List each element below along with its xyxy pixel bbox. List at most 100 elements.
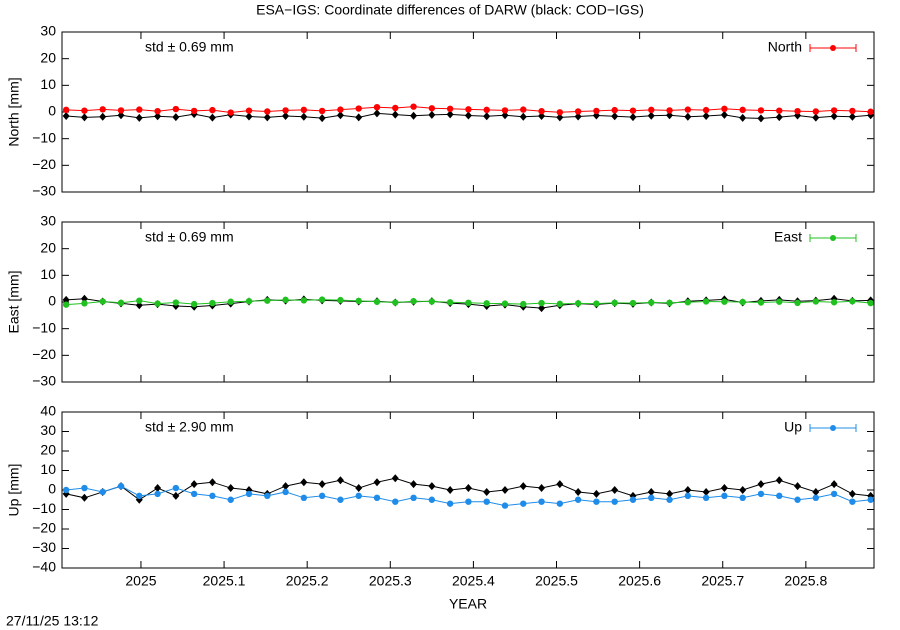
y-tick-label: 10 xyxy=(40,266,56,282)
data-point xyxy=(336,476,344,485)
data-point xyxy=(739,113,747,122)
data-point xyxy=(428,496,436,503)
data-point xyxy=(117,299,125,306)
data-point xyxy=(794,482,802,491)
data-point xyxy=(227,109,234,116)
data-point xyxy=(611,112,619,121)
data-point xyxy=(62,106,70,114)
data-point xyxy=(647,111,655,120)
data-point xyxy=(227,484,235,493)
data-point xyxy=(794,108,801,115)
data-point xyxy=(574,108,582,115)
y-tick-label: −10 xyxy=(32,319,56,335)
data-point xyxy=(282,296,289,304)
data-point xyxy=(428,298,436,305)
data-point xyxy=(629,107,637,114)
data-point xyxy=(62,301,70,308)
data-point xyxy=(81,107,88,114)
data-point xyxy=(593,300,600,307)
annotation: std ± 0.69 mm xyxy=(145,39,234,55)
data-point xyxy=(81,300,88,307)
data-point xyxy=(483,487,491,496)
data-point xyxy=(648,299,655,306)
data-point xyxy=(501,486,509,494)
data-point xyxy=(520,500,527,507)
data-point xyxy=(538,112,546,120)
data-point xyxy=(446,105,454,113)
y-tick-label: −30 xyxy=(32,373,56,389)
data-point xyxy=(410,103,417,110)
y-tick-label: −10 xyxy=(32,500,56,516)
y-tick-label: 40 xyxy=(40,403,56,419)
plot-frame xyxy=(61,221,875,383)
data-point xyxy=(501,502,509,509)
data-point xyxy=(812,113,820,122)
data-point xyxy=(337,106,344,113)
data-point xyxy=(593,107,600,115)
data-point xyxy=(446,110,454,119)
data-point xyxy=(465,299,472,306)
data-point xyxy=(611,486,619,494)
data-point xyxy=(739,494,746,501)
data-point xyxy=(99,298,106,305)
data-point xyxy=(684,106,692,113)
data-point xyxy=(720,484,728,493)
data-point xyxy=(520,106,527,113)
data-point xyxy=(154,484,162,493)
data-point xyxy=(410,298,417,305)
data-point xyxy=(99,106,106,113)
data-point xyxy=(666,299,673,306)
data-point xyxy=(666,111,674,120)
chart-title: ESA−IGS: Coordinate differences of DARW … xyxy=(256,2,644,18)
data-point xyxy=(684,112,692,121)
data-point xyxy=(574,300,582,307)
data-point xyxy=(428,105,436,112)
x-tick-label: 2025 xyxy=(125,573,156,589)
y-tick-label: 20 xyxy=(40,49,56,65)
data-point xyxy=(593,498,600,505)
data-point xyxy=(483,112,491,121)
data-point xyxy=(757,114,765,123)
data-point xyxy=(849,107,856,115)
x-tick-label: 2025.2 xyxy=(286,573,329,589)
data-point xyxy=(556,300,564,308)
data-point xyxy=(684,486,692,494)
data-point xyxy=(282,107,289,114)
data-point xyxy=(776,492,783,500)
data-point xyxy=(629,299,637,307)
data-point xyxy=(135,113,143,122)
data-point xyxy=(392,498,399,505)
data-point xyxy=(446,500,454,507)
data-point xyxy=(611,106,618,114)
annotation: std ± 2.90 mm xyxy=(145,419,234,435)
data-point xyxy=(465,106,472,113)
data-point xyxy=(501,300,509,307)
data-point xyxy=(757,107,765,114)
data-point xyxy=(318,480,326,489)
data-point xyxy=(666,489,674,498)
data-point xyxy=(629,113,637,122)
data-point xyxy=(264,108,271,115)
data-point xyxy=(666,496,673,503)
x-tick-label: 2025.6 xyxy=(618,573,661,589)
data-point xyxy=(830,299,838,306)
data-point xyxy=(757,480,765,489)
data-point xyxy=(702,106,710,114)
data-point xyxy=(611,498,618,505)
y-tick-label: 0 xyxy=(48,293,56,309)
data-point xyxy=(684,299,692,306)
data-point xyxy=(227,298,234,305)
data-point xyxy=(666,107,673,114)
legend-label: East xyxy=(774,229,802,245)
data-point xyxy=(373,298,381,305)
y-tick-label: 30 xyxy=(40,213,56,229)
data-point xyxy=(629,496,637,503)
data-point xyxy=(702,494,710,501)
data-point xyxy=(81,484,88,492)
data-point xyxy=(538,498,545,505)
data-point xyxy=(739,486,747,494)
data-point xyxy=(208,478,216,487)
data-point xyxy=(702,112,710,120)
